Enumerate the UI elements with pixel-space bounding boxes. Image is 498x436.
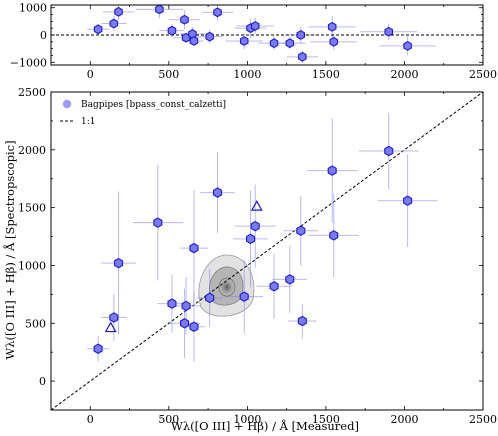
residual-point-1 xyxy=(109,18,119,29)
residual-point-18 xyxy=(327,21,337,32)
legend-label-bagpipes: Bagpipes [bpass_const_calzetti] xyxy=(81,100,226,110)
residual-ytick-label: −1000 xyxy=(10,56,47,69)
main-point-7 xyxy=(189,242,199,254)
residual-point-2 xyxy=(114,6,123,17)
residual-point-14 xyxy=(269,38,279,49)
residual-point-5 xyxy=(180,14,189,25)
main-point-16 xyxy=(296,225,306,236)
residual-point-4 xyxy=(167,25,177,36)
main-point-14 xyxy=(269,281,279,292)
density-contour-inner xyxy=(218,277,236,297)
main-xtick-label: 2000 xyxy=(390,413,418,426)
legend-marker-bagpipes xyxy=(62,99,72,109)
legend-label-one-to-one: 1:1 xyxy=(81,117,95,127)
residual-error-bars xyxy=(87,5,436,63)
main-xtick-label: 0 xyxy=(87,413,94,426)
residual-point-11 xyxy=(239,36,249,46)
main-xtick-label: 1500 xyxy=(312,413,340,426)
main-point-13 xyxy=(250,220,260,232)
main-point-12 xyxy=(245,233,256,245)
main-point-0 xyxy=(93,343,103,354)
residual-point-0 xyxy=(93,24,103,35)
residual-point-10 xyxy=(213,7,222,18)
main-triangle-1 xyxy=(250,200,263,211)
residual-point-17 xyxy=(298,51,307,62)
residual-panel: 0 500 1000 1500 2000 2500 1000 0 −1000 xyxy=(10,2,497,81)
main-point-21 xyxy=(403,195,413,206)
residual-xtick-label: 1000 xyxy=(233,68,261,81)
main-ticks: 0 500 1000 1500 2000 2500 0 500 1000 1500 2000 2500 xyxy=(18,86,497,426)
main-point-18 xyxy=(327,165,337,176)
main-point-9 xyxy=(205,292,215,304)
main-point-1 xyxy=(109,312,119,323)
main-point-10 xyxy=(212,187,223,198)
main-point-5 xyxy=(179,318,190,329)
main-point-3 xyxy=(153,217,163,228)
residual-xtick-label: 500 xyxy=(158,68,179,81)
main-ytick-label: 0 xyxy=(39,375,46,388)
main-point-6 xyxy=(181,300,191,312)
main-point-17 xyxy=(297,315,307,327)
y-axis-label: Wλ([O III] + Hβ) / Å [Spectropscopic] xyxy=(3,140,17,359)
one-to-one-line xyxy=(50,91,484,411)
main-point-15 xyxy=(285,274,295,285)
main-ytick-label: 500 xyxy=(25,317,46,330)
main-panel: 0 500 1000 1500 2000 2500 0 500 1000 1500 2000 2500… xyxy=(3,86,497,433)
residual-ytick-label: 0 xyxy=(40,29,47,42)
residual-point-8 xyxy=(189,36,199,46)
residual-xtick-label: 0 xyxy=(87,68,94,81)
residual-ytick-label: 1000 xyxy=(19,2,47,15)
main-triangle-markers xyxy=(104,200,263,333)
main-xtick-label: 500 xyxy=(158,413,179,426)
main-ytick-label: 1500 xyxy=(18,202,46,215)
main-axes-frame xyxy=(50,91,484,411)
residual-xtick-label: 2000 xyxy=(390,68,418,81)
residual-point-20 xyxy=(384,26,394,37)
residual-point-21 xyxy=(403,40,412,51)
main-ytick-label: 2500 xyxy=(18,86,46,99)
residual-markers xyxy=(93,4,412,62)
residual-point-13 xyxy=(250,21,260,31)
main-point-4 xyxy=(167,298,177,309)
residual-ticks: 0 500 1000 1500 2000 2500 1000 0 −1000 xyxy=(10,2,497,81)
main-point-20 xyxy=(384,145,394,157)
residual-point-19 xyxy=(329,36,339,47)
main-markers xyxy=(93,145,413,354)
residual-point-9 xyxy=(205,31,214,42)
residual-point-3 xyxy=(155,4,164,15)
residual-xtick-label: 1500 xyxy=(312,68,340,81)
main-point-19 xyxy=(329,230,339,241)
residual-point-16 xyxy=(296,30,306,40)
main-point-2 xyxy=(114,257,124,269)
main-triangle-0 xyxy=(104,321,117,333)
main-point-8 xyxy=(189,321,199,332)
legend: Bagpipes [bpass_const_calzetti] 1:1 xyxy=(60,99,226,127)
main-xtick-label: 1000 xyxy=(233,413,261,426)
main-xtick-label: 2500 xyxy=(469,413,497,426)
x-axis-label: Wλ([O III] + Hβ) / Å [Measured] xyxy=(171,419,359,433)
main-ytick-label: 2000 xyxy=(18,144,46,157)
residual-point-15 xyxy=(285,38,295,49)
density-contours xyxy=(198,254,255,317)
main-ytick-label: 1000 xyxy=(18,259,46,272)
main-point-11 xyxy=(239,291,249,302)
residual-xtick-label: 2500 xyxy=(469,68,497,81)
